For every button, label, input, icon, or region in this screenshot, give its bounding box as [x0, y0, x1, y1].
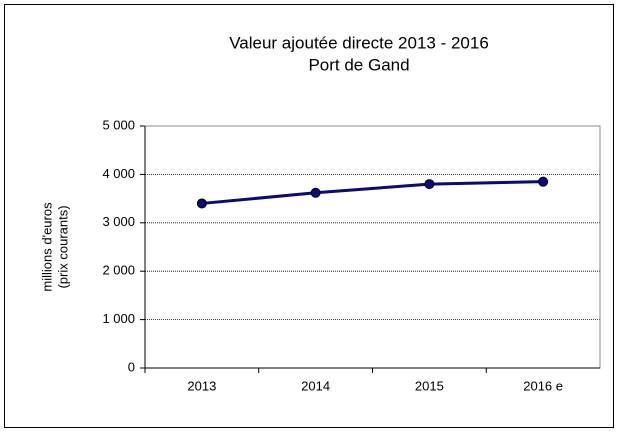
y-axis-label: (prix courants)	[55, 205, 70, 288]
chart-subtitle: Port de Gand	[308, 55, 409, 74]
y-tick-label: 5 000	[102, 117, 135, 132]
marker	[538, 176, 549, 187]
x-tick-label: 2014	[301, 378, 330, 393]
x-tick-label: 2016 e	[523, 378, 563, 393]
marker	[424, 179, 435, 190]
chart-title: Valeur ajoutée directe 2013 - 2016	[229, 33, 489, 52]
line	[201, 180, 544, 205]
x-tick-label: 2013	[187, 378, 216, 393]
y-axis-label: millions d'euros	[39, 202, 54, 292]
y-tick-label: 3 000	[102, 214, 135, 229]
marker	[196, 198, 207, 209]
y-tick-label: 0	[128, 359, 135, 374]
y-tick-label: 1 000	[102, 311, 135, 326]
marker	[310, 187, 321, 198]
chart-border	[4, 4, 614, 428]
y-tick-label: 2 000	[102, 263, 135, 278]
y-tick-label: 4 000	[102, 166, 135, 181]
x-tick-label: 2015	[415, 378, 444, 393]
